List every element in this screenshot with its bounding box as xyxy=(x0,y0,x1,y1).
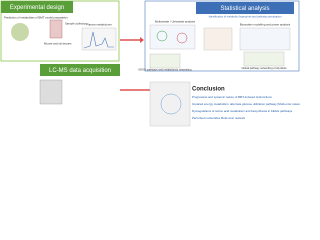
network-image xyxy=(149,81,191,127)
cluster xyxy=(156,30,168,42)
arrow-head xyxy=(140,37,144,43)
design-label: Sample collection xyxy=(65,22,87,26)
plot-panel xyxy=(239,27,291,51)
kegg-label: KEGG pathways and metabolomic networking xyxy=(139,68,192,72)
conclusion-list: Progressive and systemic nature of BMT-i… xyxy=(192,95,300,120)
plot-panel xyxy=(149,24,196,50)
network-node xyxy=(160,93,182,115)
instrument-icon xyxy=(39,79,63,105)
graphical-abstract: Experimental design Prediction of metabo… xyxy=(0,0,300,127)
conclusion-item: Impaired energy metabolism: alternate gl… xyxy=(192,102,300,106)
design-title: Experimental design xyxy=(10,5,64,11)
stats-header xyxy=(196,2,294,14)
kegg-panel xyxy=(149,53,181,69)
design-header xyxy=(1,1,73,13)
plasma-label: Plasma metabolome xyxy=(86,23,112,27)
animal-icon xyxy=(11,23,29,41)
conclusion-item: Perturbed nucleotides Multi-omic network xyxy=(192,116,246,120)
lcms-header xyxy=(40,64,120,76)
cluster xyxy=(176,32,188,44)
heatmap-panel xyxy=(203,27,233,51)
conclusion-item: Dysregulations of amino acid metabolism … xyxy=(192,109,293,113)
conclusion-item: Progressive and systemic nature of BMT-i… xyxy=(192,95,272,99)
network-panel xyxy=(243,51,285,67)
chromatogram xyxy=(83,31,114,49)
global-label: Global pathway networking of all plants xyxy=(242,66,288,70)
lcms-title: LC-MS data acquisition xyxy=(49,68,111,74)
conclusion-title: Conclusion xyxy=(192,87,225,93)
stats-panel-label: Multivariate / Univariate analysis xyxy=(155,20,196,24)
stats-panel-label: Biomarker modelling and power analysis xyxy=(240,23,291,27)
sample-icon xyxy=(49,19,63,39)
stats-title: Statistical analysis xyxy=(220,6,269,12)
design-label: Mouse and rat tissues xyxy=(44,42,72,46)
design-note: Prediction of metabolites of BMT model p… xyxy=(4,16,68,20)
stats-subtitle: Identification of metabolic fingerprints… xyxy=(209,15,282,19)
